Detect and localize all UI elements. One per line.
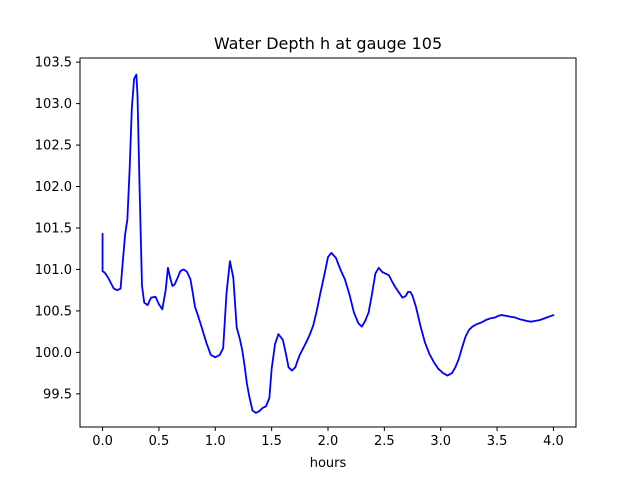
x-tick-label: 3.0 (430, 434, 451, 449)
x-axis: 0.0 0.5 1.0 1.5 2.0 2.5 3.0 3.5 4.0 (92, 427, 564, 449)
y-tick-label: 99.5 (43, 387, 72, 402)
y-tick-label: 100.0 (35, 346, 72, 361)
y-tick-label: 102.0 (35, 180, 72, 195)
x-tick-label: 2.5 (374, 434, 395, 449)
y-tick-label: 103.5 (35, 56, 72, 71)
chart-title: Water Depth h at gauge 105 (214, 34, 442, 53)
plot-area: 0.0 0.5 1.0 1.5 2.0 2.5 3.0 3.5 4.0 99.5 100.0 100… (35, 56, 577, 449)
y-tick-label: 102.5 (35, 139, 72, 154)
y-axis: 99.5 100.0 100.5 101.0 101.5 102.0 102.5 103.0 1… (35, 56, 80, 402)
x-axis-label: hours (310, 456, 347, 471)
y-tick-label: 101.0 (35, 263, 72, 278)
y-tick-label: 100.5 (35, 304, 72, 319)
x-tick-label: 0.5 (149, 434, 170, 449)
x-tick-label: 0.0 (92, 434, 113, 449)
series-layer (101, 73, 555, 414)
x-tick-label: 2.0 (318, 434, 339, 449)
x-tick-label: 3.5 (487, 434, 508, 449)
x-tick-label: 4.0 (543, 434, 564, 449)
x-tick-label: 1.5 (261, 434, 282, 449)
x-tick-label: 1.0 (205, 434, 226, 449)
y-tick-label: 103.0 (35, 97, 72, 112)
series-line-1 (101, 73, 555, 414)
y-tick-label: 101.5 (35, 221, 72, 236)
